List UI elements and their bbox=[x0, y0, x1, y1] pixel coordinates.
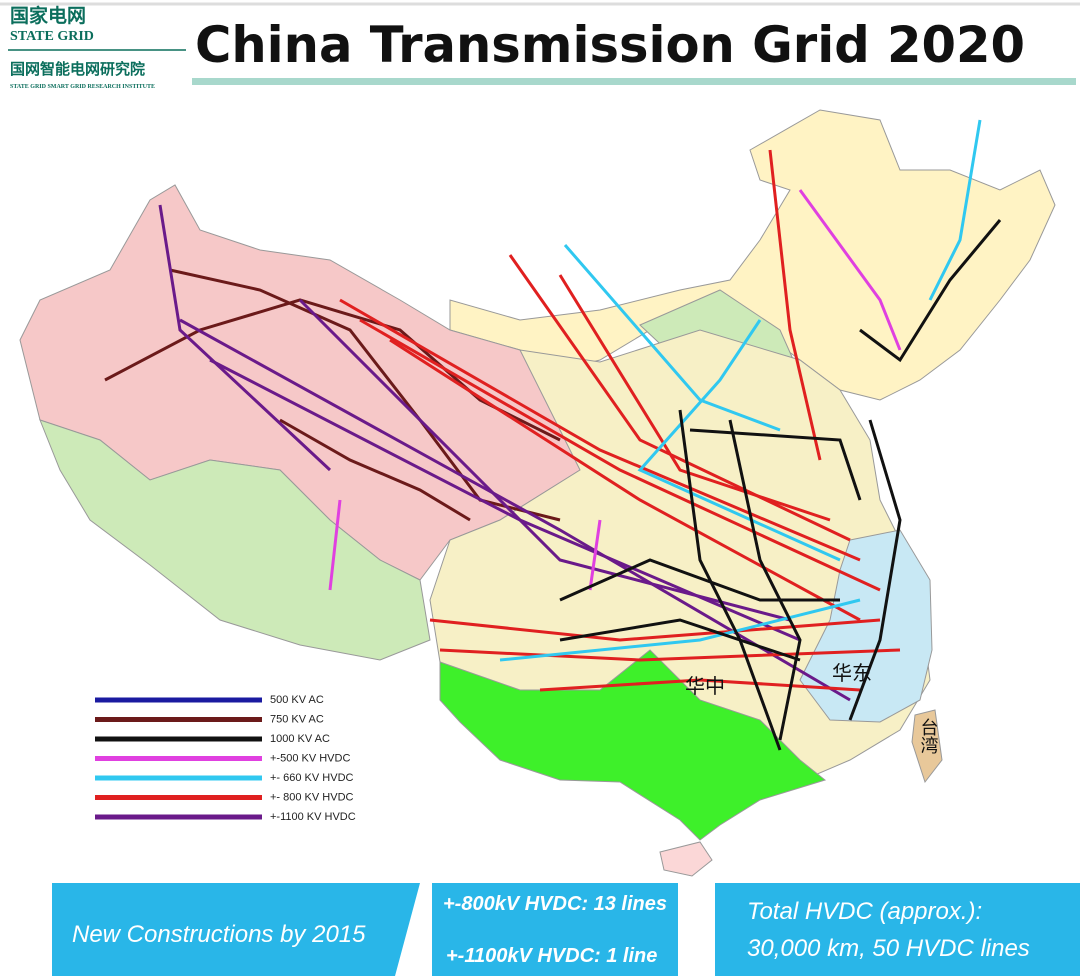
page: 国家电网 STATE GRID 国网智能电网研究院 STATE GRID SMA… bbox=[0, 0, 1080, 976]
footer-text: +-1100kV HVDC: 1 line bbox=[446, 945, 657, 967]
legend-label: 500 KV AC bbox=[270, 694, 324, 706]
legend-label: 750 KV AC bbox=[270, 713, 324, 725]
title-bar bbox=[192, 78, 1076, 85]
region-hainan bbox=[660, 842, 712, 876]
legend-label: +-1100 KV HVDC bbox=[270, 811, 356, 823]
map bbox=[20, 110, 1055, 876]
footer-text: New Constructions by 2015 bbox=[72, 921, 366, 948]
footer-text: 30,000 km, 50 HVDC lines bbox=[747, 935, 1030, 962]
logo-en: STATE GRID bbox=[10, 29, 94, 44]
logo-cn: 国家电网 bbox=[10, 4, 86, 27]
footer-text: +-800kV HVDC: 13 lines bbox=[443, 893, 667, 915]
footer: New Constructions by 2015 +-800kV HVDC: … bbox=[52, 883, 1080, 976]
legend: 500 KV AC 750 KV AC 1000 KV AC +-500 KV HVD… bbox=[95, 694, 356, 823]
footer-text: Total HVDC (approx.): bbox=[747, 898, 982, 925]
legend-label: +- 660 KV HVDC bbox=[270, 772, 354, 784]
legend-label: +-500 KV HVDC bbox=[270, 752, 350, 764]
title: China Transmission Grid 2020 bbox=[195, 16, 1025, 74]
region-label: 华东 bbox=[832, 661, 872, 685]
legend-label: +- 800 KV HVDC bbox=[270, 791, 354, 803]
institute-cn: 国网智能电网研究院 bbox=[10, 60, 145, 78]
legend-label: 1000 KV AC bbox=[270, 733, 330, 745]
institute-en: STATE GRID SMART GRID RESEARCH INSTITUTE bbox=[10, 84, 155, 90]
region-label: 华中 bbox=[685, 674, 725, 698]
footer-box bbox=[715, 883, 1080, 976]
region-label: 台湾 bbox=[918, 718, 939, 755]
